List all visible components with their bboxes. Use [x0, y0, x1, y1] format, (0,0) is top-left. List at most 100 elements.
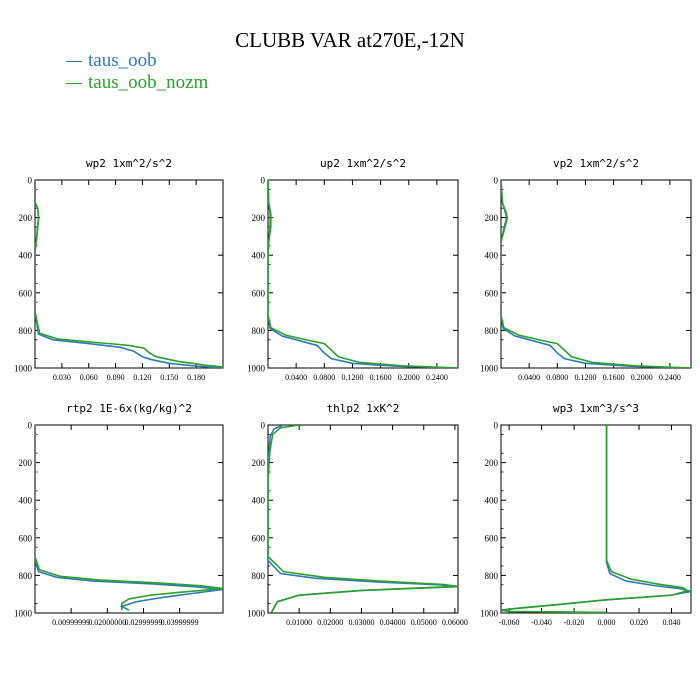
x-tick-label: 0.020 [630, 618, 648, 627]
y-tick-label: 600 [19, 533, 33, 543]
x-tick-label: 0.0400 [518, 373, 540, 382]
panel-2: up2 1xm^2/s^2 0 200 400 600 800 1000 0.0400 0.08… [247, 157, 459, 382]
y-tick-label: 600 [19, 288, 33, 298]
series-line-taus-oob-nozm [35, 425, 223, 611]
y-tick-label: 0 [261, 176, 266, 186]
y-tick-label: 200 [19, 213, 33, 223]
legend-entry-taus-oob-nozm: taus_oob_nozm [66, 72, 208, 94]
x-tick-label: 0.1200 [574, 373, 596, 382]
figure-title: CLUBB VAR at270E,-12N [235, 28, 465, 52]
panel-5: thlp2 1xK^2 0 200 400 600 800 1000 0.01000 0.020… [247, 402, 468, 627]
legend-swatch-icon [66, 61, 82, 63]
x-tick-label: 0.03999999 [161, 618, 199, 627]
x-tick-label: 0.0800 [313, 373, 335, 382]
legend-label: taus_oob [88, 50, 157, 71]
y-tick-label: 200 [252, 213, 266, 223]
y-tick-label: 800 [19, 571, 33, 581]
y-tick-label: 200 [485, 458, 499, 468]
y-tick-label: 1000 [14, 364, 33, 374]
y-tick-label: 600 [485, 288, 499, 298]
y-tick-label: 0 [494, 421, 499, 431]
y-tick-label: 0 [261, 421, 266, 431]
x-tick-label: 0.090 [107, 373, 125, 382]
y-tick-label: 800 [19, 326, 33, 336]
y-tick-label: 400 [252, 496, 266, 506]
series-line-taus-oob-nozm [501, 425, 690, 613]
y-tick-label: 800 [252, 571, 266, 581]
x-tick-label: 0.0400 [285, 373, 307, 382]
legend-entry-taus-oob: taus_oob [66, 50, 157, 72]
series-line-taus-oob-nozm [501, 180, 691, 368]
x-tick-label: -0.020 [564, 618, 585, 627]
x-tick-label: 0.2400 [659, 373, 681, 382]
x-tick-label: 0.00999999 [52, 618, 90, 627]
x-tick-label: 0.02000000 [88, 618, 126, 627]
x-tick-label: 0.1200 [341, 373, 363, 382]
y-tick-label: 200 [19, 458, 33, 468]
panel-title: rtp2 1E-6x(kg/kg)^2 [66, 402, 192, 415]
x-tick-label: 0.04000 [380, 618, 406, 627]
panel-title: thlp2 1xK^2 [327, 402, 400, 415]
series-line-taus-oob-nozm [35, 180, 223, 368]
y-tick-label: 800 [485, 571, 499, 581]
y-tick-label: 400 [19, 496, 33, 506]
series-line-taus-oob-nozm [268, 180, 458, 368]
series-line-taus-oob [268, 180, 458, 368]
x-tick-label: 0.01000 [286, 618, 312, 627]
panel-4: rtp2 1E-6x(kg/kg)^2 0 200 400 600 800 1000 0.00… [14, 402, 224, 627]
y-tick-label: 0 [28, 421, 33, 431]
panel-title: wp3 1xm^3/s^3 [553, 402, 639, 415]
y-tick-label: 1000 [247, 609, 266, 619]
y-tick-label: 400 [252, 251, 266, 261]
y-tick-label: 400 [19, 251, 33, 261]
x-tick-label: -0.040 [531, 618, 552, 627]
x-tick-label: 0.120 [133, 373, 151, 382]
series-line-taus-oob-nozm [268, 425, 458, 613]
y-tick-label: 200 [252, 458, 266, 468]
x-tick-label: 0.180 [187, 373, 205, 382]
x-tick-label: 0.02999999 [124, 618, 162, 627]
x-tick-label: 0.030 [53, 373, 71, 382]
y-tick-label: 800 [485, 326, 499, 336]
x-tick-label: 0.02000 [317, 618, 343, 627]
y-tick-label: 200 [485, 213, 499, 223]
y-tick-label: 800 [252, 326, 266, 336]
x-tick-label: 0.040 [663, 618, 681, 627]
series-line-taus-oob [268, 425, 458, 613]
y-tick-label: 1000 [14, 609, 33, 619]
panel-title: up2 1xm^2/s^2 [320, 157, 406, 170]
x-tick-label: 0.060 [80, 373, 98, 382]
y-tick-label: 400 [485, 496, 499, 506]
y-tick-label: 600 [485, 533, 499, 543]
x-tick-label: 0.06000 [442, 618, 468, 627]
y-tick-label: 0 [28, 176, 33, 186]
x-tick-label: 0.150 [160, 373, 178, 382]
legend-swatch-icon [66, 83, 82, 85]
y-tick-label: 1000 [247, 364, 266, 374]
x-tick-label: -0.060 [499, 618, 520, 627]
legend-label: taus_oob_nozm [88, 72, 209, 93]
y-tick-label: 400 [485, 251, 499, 261]
x-tick-label: 0.2000 [398, 373, 420, 382]
y-tick-label: 1000 [480, 364, 499, 374]
y-tick-label: 0 [494, 176, 499, 186]
x-tick-label: 0.0800 [546, 373, 568, 382]
panel-title: wp2 1xm^2/s^2 [86, 157, 172, 170]
x-tick-label: 0.2000 [631, 373, 653, 382]
series-line-taus-oob [501, 180, 691, 368]
panel-1: wp2 1xm^2/s^2 0 200 400 600 800 1000 0.030 0.060… [14, 157, 224, 382]
series-line-taus-oob [35, 425, 223, 611]
y-tick-label: 1000 [480, 609, 499, 619]
panel-6: wp3 1xm^3/s^3 0 200 400 600 800 1000-0.060 -0.0… [480, 402, 692, 627]
x-tick-label: 0.2400 [426, 373, 448, 382]
y-tick-label: 600 [252, 533, 266, 543]
x-tick-label: 0.1600 [370, 373, 392, 382]
y-tick-label: 600 [252, 288, 266, 298]
x-tick-label: 0.000 [598, 618, 616, 627]
panel-3: vp2 1xm^2/s^2 0 200 400 600 800 1000 0.0400 0.08… [480, 157, 692, 382]
x-tick-label: 0.1600 [603, 373, 625, 382]
panel-title: vp2 1xm^2/s^2 [553, 157, 639, 170]
x-tick-label: 0.05000 [411, 618, 437, 627]
x-tick-label: 0.03000 [348, 618, 374, 627]
